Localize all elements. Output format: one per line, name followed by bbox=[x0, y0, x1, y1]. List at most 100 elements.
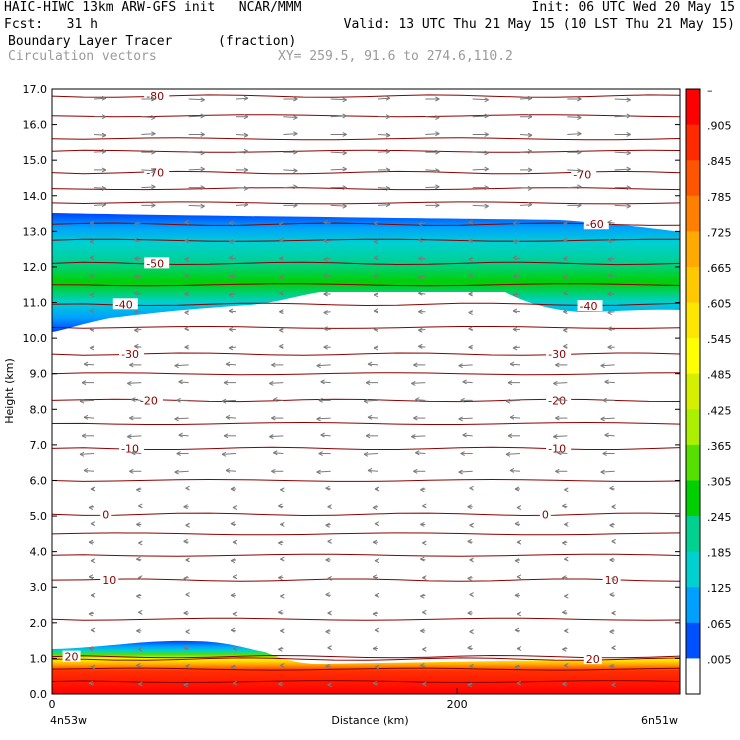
vector-head bbox=[243, 95, 249, 101]
vector-head bbox=[468, 256, 473, 262]
vector-head bbox=[136, 487, 141, 493]
isotherm-label-bg bbox=[119, 442, 145, 454]
vector-head bbox=[562, 681, 567, 687]
circulation-vector bbox=[557, 452, 568, 455]
vector-head bbox=[88, 539, 94, 545]
circulation-vector bbox=[330, 98, 347, 101]
colorbar-swatch bbox=[686, 658, 700, 695]
vector-head bbox=[563, 256, 568, 261]
vector-head bbox=[273, 450, 278, 456]
vector-head bbox=[225, 468, 231, 473]
vector-head bbox=[101, 132, 107, 138]
vector-head bbox=[228, 220, 234, 226]
isotherm-label: 20 bbox=[586, 653, 600, 666]
vector-head bbox=[607, 238, 612, 244]
vector-head bbox=[577, 168, 582, 174]
vector-head bbox=[415, 397, 420, 403]
vector-head bbox=[228, 345, 234, 351]
vector-head bbox=[600, 469, 605, 475]
vector-head bbox=[138, 503, 143, 509]
colorbar-swatch bbox=[686, 302, 700, 339]
circulation-vector bbox=[472, 115, 489, 118]
vector-head bbox=[553, 380, 558, 386]
vector-head bbox=[323, 310, 328, 315]
vector-head bbox=[151, 149, 156, 155]
vector-head bbox=[509, 468, 515, 473]
vector-head bbox=[468, 344, 473, 350]
vector-head bbox=[562, 575, 567, 581]
circulation-vector bbox=[283, 169, 298, 172]
circulation-vector bbox=[425, 133, 440, 135]
vector-head bbox=[512, 239, 518, 245]
vector-head bbox=[563, 309, 568, 315]
vector-head bbox=[293, 184, 298, 190]
vector-head bbox=[134, 309, 139, 315]
vector-head bbox=[327, 610, 332, 616]
vector-head bbox=[484, 97, 489, 103]
x-tick-label: 200 bbox=[447, 698, 468, 711]
isotherm-label: 0 bbox=[102, 508, 109, 521]
vector-head bbox=[228, 273, 234, 279]
vector-head bbox=[512, 308, 518, 314]
circulation-vector bbox=[316, 470, 331, 473]
forecast-hour: Fcst: 31 h bbox=[4, 17, 98, 32]
vector-head bbox=[325, 557, 330, 563]
vector-head bbox=[228, 255, 234, 261]
vector-head bbox=[89, 255, 95, 261]
circulation-vector bbox=[93, 133, 107, 136]
vector-head bbox=[626, 97, 631, 103]
vector-head bbox=[138, 646, 143, 652]
vector-head bbox=[243, 185, 249, 191]
circulation-vector bbox=[235, 97, 249, 100]
vector-head bbox=[372, 574, 378, 580]
circulation-vector bbox=[411, 382, 426, 384]
vector-head bbox=[435, 149, 440, 155]
vector-head bbox=[174, 416, 179, 422]
isotherm-label: -40 bbox=[580, 300, 598, 313]
vector-head bbox=[88, 680, 94, 686]
vector-head bbox=[507, 380, 513, 386]
vector-head bbox=[460, 451, 465, 456]
vector-head bbox=[555, 468, 560, 474]
colorbar-label: .425 bbox=[707, 404, 732, 417]
field-name: Boundary Layer Tracer bbox=[8, 34, 173, 49]
circulation-vector bbox=[509, 469, 521, 472]
circulation-vector bbox=[519, 150, 533, 153]
isotherm-label-bg bbox=[100, 508, 112, 520]
isotherm-line bbox=[52, 657, 680, 661]
circulation-vector bbox=[614, 204, 631, 207]
circulation-vector bbox=[316, 417, 331, 420]
vector-head bbox=[88, 505, 94, 510]
vector-head bbox=[293, 115, 298, 120]
vector-head bbox=[563, 327, 568, 333]
circulation-vector bbox=[174, 470, 189, 473]
init-time: Init: 06 UTC Wed 20 May 15 bbox=[531, 0, 736, 15]
vector-head bbox=[280, 663, 285, 668]
isotherm-line bbox=[52, 421, 680, 425]
vector-head bbox=[484, 203, 489, 209]
circulation-vector bbox=[557, 399, 568, 401]
vector-head bbox=[564, 487, 569, 493]
vector-head bbox=[460, 397, 465, 403]
vector-head bbox=[512, 292, 518, 298]
vector-head bbox=[83, 361, 89, 367]
vector-head bbox=[323, 238, 328, 244]
vector-head bbox=[484, 132, 489, 137]
isotherm-line bbox=[52, 478, 680, 482]
vector-head bbox=[577, 115, 582, 120]
vector-head bbox=[89, 345, 95, 351]
vector-head bbox=[79, 398, 85, 404]
colorbar-swatch bbox=[686, 587, 700, 624]
isotherm-label: 20 bbox=[65, 651, 79, 664]
circulation-vector bbox=[178, 381, 189, 384]
vector-head bbox=[228, 292, 234, 298]
valid-time: Valid: 13 UTC Thu 21 May 15 (10 LST Thu … bbox=[343, 17, 735, 32]
vector-head bbox=[151, 168, 156, 174]
isotherm-label-bg bbox=[583, 653, 602, 665]
vector-head bbox=[512, 273, 518, 279]
vector-head bbox=[373, 273, 379, 279]
vector-head bbox=[458, 363, 463, 369]
vector-head bbox=[88, 646, 94, 651]
isotherm-label: 10 bbox=[605, 574, 619, 587]
vector-head bbox=[373, 327, 379, 332]
